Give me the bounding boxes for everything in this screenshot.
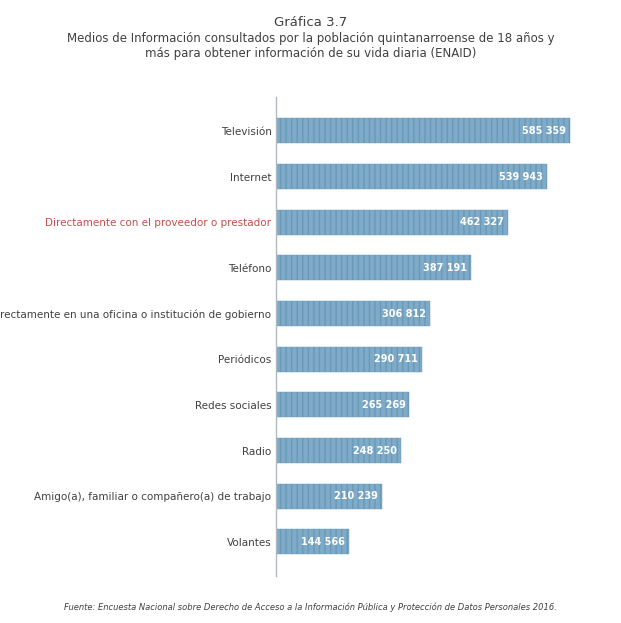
Text: Fuente: Encuesta Nacional sobre Derecho de Acceso a la Información Pública y Pro: Fuente: Encuesta Nacional sobre Derecho … [64,602,557,612]
Bar [276,392,409,417]
Text: Gráfica 3.7: Gráfica 3.7 [274,16,347,29]
Text: 539 943: 539 943 [499,171,543,181]
Text: 265 269: 265 269 [361,400,406,410]
Bar [276,438,401,463]
Bar [276,483,382,509]
Bar [276,164,547,189]
Text: 306 812: 306 812 [382,308,426,318]
Bar [276,255,471,280]
Text: 387 191: 387 191 [422,263,466,273]
Bar [276,530,349,554]
Text: 462 327: 462 327 [460,217,504,227]
Bar [276,118,570,143]
Bar [276,301,430,326]
Text: 290 711: 290 711 [374,354,418,364]
Text: 144 566: 144 566 [301,537,345,547]
Text: Medios de Información consultados por la población quintanarroense de 18 años y
: Medios de Información consultados por la… [66,32,555,60]
Text: 210 239: 210 239 [334,492,378,502]
Bar [276,210,508,235]
Bar [276,346,422,372]
Text: 248 250: 248 250 [353,445,397,455]
Text: 585 359: 585 359 [522,126,566,136]
